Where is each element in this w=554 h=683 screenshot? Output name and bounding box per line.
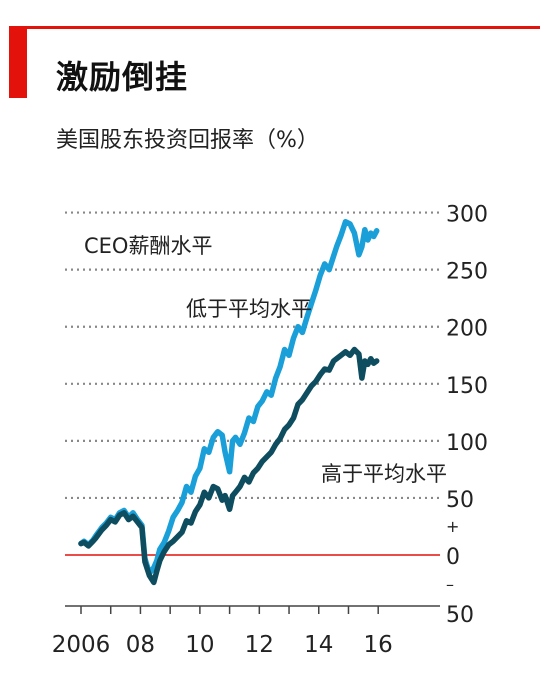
y-tick-label-0: 0 — [446, 545, 460, 570]
accent-tab — [9, 26, 27, 98]
y-tick-label-100: 100 — [446, 431, 488, 456]
series-line-1 — [78, 218, 380, 577]
page-title: 激励倒挂 — [56, 58, 189, 96]
x-tick-label-12: 12 — [245, 632, 274, 658]
y-tick-label-150: 150 — [446, 374, 488, 399]
series-label-below-average: 低于平均水平 — [186, 297, 312, 321]
x-tick-label-2006: 2006 — [52, 632, 111, 658]
accent-rule — [9, 26, 540, 29]
series-line-2 — [78, 346, 380, 586]
x-tick-label-10: 10 — [185, 632, 214, 658]
x-tick-label-16: 16 — [364, 632, 393, 658]
x-tick-label-14: 14 — [304, 632, 333, 658]
y-sign-plus: + — [446, 517, 459, 536]
y-tick-label-200: 200 — [446, 317, 488, 342]
y-tick-label-250: 250 — [446, 260, 488, 285]
x-tick-label-08: 08 — [126, 632, 155, 658]
y-tick-label-300: 300 — [446, 203, 488, 228]
series-label-above-average: 高于平均水平 — [321, 462, 447, 486]
y-tick-label-50: 50 — [446, 603, 474, 628]
chart-subtitle: 美国股东投资回报率（%） — [56, 128, 319, 153]
y-sign-minus: – — [446, 575, 454, 594]
y-tick-label-50: 50 — [446, 488, 474, 513]
annotation-ceo-pay: CEO薪酬水平 — [84, 234, 212, 258]
